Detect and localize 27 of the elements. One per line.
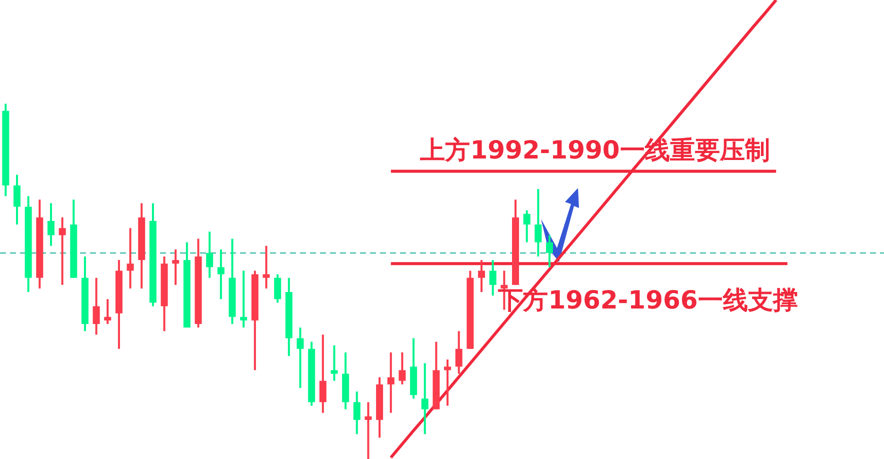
candlestick <box>387 351 394 414</box>
candlestick <box>217 248 224 300</box>
candlestick <box>398 351 406 386</box>
candlestick <box>421 362 428 436</box>
candlestick <box>262 244 270 290</box>
candlestick <box>104 298 112 325</box>
candlestick <box>296 326 304 389</box>
candlestick <box>353 390 360 436</box>
candlestick <box>534 188 542 258</box>
candlestick <box>92 276 100 336</box>
candlestick <box>455 330 462 375</box>
candlestick <box>274 273 282 304</box>
candlestick <box>240 270 248 329</box>
candlestick <box>13 174 20 226</box>
candlestick <box>58 216 66 286</box>
candlestick <box>126 227 134 290</box>
candlestick <box>47 202 54 247</box>
candlestick <box>489 259 496 297</box>
candlestick <box>546 234 554 268</box>
candlestick <box>364 401 372 459</box>
candlestick <box>523 209 530 244</box>
candlestick <box>206 230 214 279</box>
candlestick <box>330 344 338 382</box>
candlestick <box>319 334 326 414</box>
candlestick <box>444 358 452 407</box>
candlestick <box>172 248 180 286</box>
candlestick <box>478 259 486 294</box>
